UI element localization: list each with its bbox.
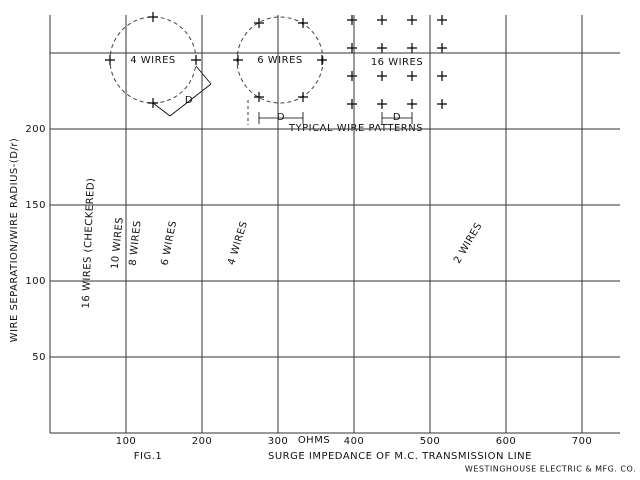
y-tick-label: 200 [25, 124, 46, 135]
dimension-label: D [277, 112, 285, 123]
y-tick-label: 100 [25, 276, 46, 287]
x-unit: OHMS [298, 435, 330, 446]
y-tick-label: 50 [32, 352, 46, 363]
legend-label: 2 WIRES [452, 221, 485, 266]
inset-label: 6 WIRES [257, 55, 303, 66]
x-tick-label: 700 [572, 436, 593, 447]
legend-label: 4 WIRES [226, 220, 250, 267]
credit: WESTINGHOUSE ELECTRIC & MFG. CO. [465, 465, 636, 474]
legend-label: 6 WIRES [160, 220, 180, 267]
x-tick-label: 600 [496, 436, 517, 447]
legend-label: 10 WIRES [110, 216, 126, 269]
x-axis-label: SURGE IMPEDANCE OF M.C. TRANSMISSION LIN… [268, 451, 532, 462]
x-tick-label: 200 [192, 436, 213, 447]
figure-label: FIG.1 [134, 451, 163, 462]
legend-label: 16 WIRES (CHECKERED) [81, 177, 97, 308]
x-tick-label: 400 [344, 436, 365, 447]
x-tick-label: 100 [116, 436, 137, 447]
dimension-label: D [393, 112, 401, 123]
y-tick-label: 150 [25, 200, 46, 211]
x-tick-label: 500 [420, 436, 441, 447]
y-axis-label: WIRE SEPARATION/WIRE RADIUS-(D/r) [9, 138, 20, 343]
inset-label: 4 WIRES [130, 55, 176, 66]
inset-label: 16 WIRES [371, 57, 423, 68]
x-tick-label: 300 [268, 436, 289, 447]
legend-label: 8 WIRES [128, 220, 144, 266]
inset-patterns: 4 WIRES 6 WIRES 16 WIRES D D D TYPICAL W… [105, 12, 447, 134]
dimension-label: D [185, 95, 193, 106]
